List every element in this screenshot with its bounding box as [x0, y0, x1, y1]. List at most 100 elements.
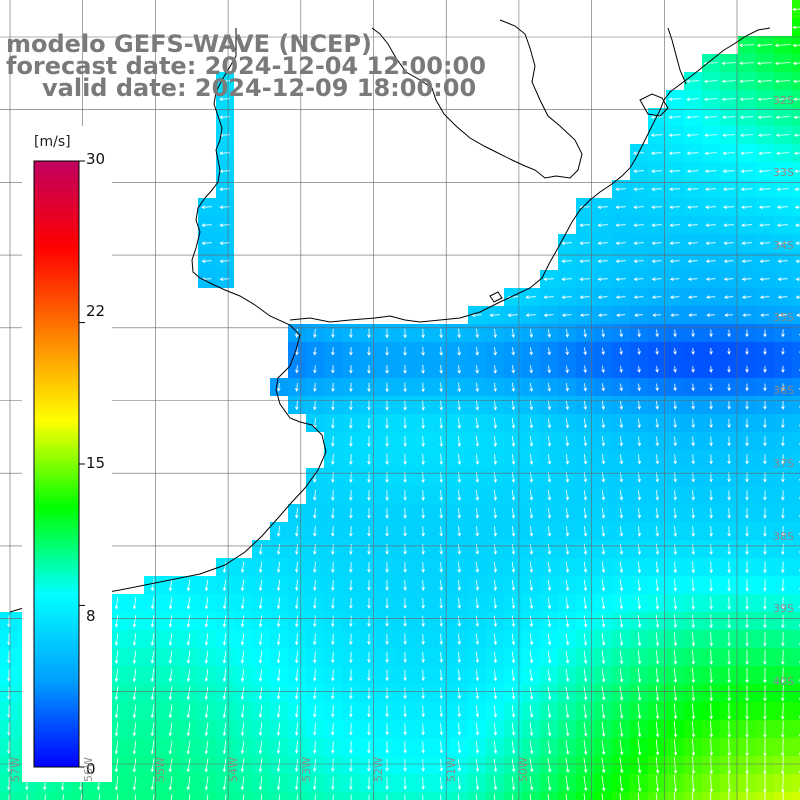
wind-arrow	[421, 489, 425, 501]
field-cell	[792, 576, 800, 594]
wind-arrow	[331, 489, 335, 501]
wind-arrow	[493, 489, 498, 501]
wind-arrow	[704, 115, 718, 119]
wind-arrow	[331, 526, 335, 537]
wind-arrow	[188, 794, 191, 800]
wind-arrow	[276, 687, 281, 700]
wind-arrow	[634, 313, 644, 317]
wind-arrow	[367, 687, 371, 700]
wind-arrow	[511, 794, 514, 800]
wind-arrow	[601, 508, 606, 519]
wind-arrow	[529, 436, 534, 447]
wind-arrow	[349, 561, 353, 573]
colorbar-tick-0: 0	[86, 760, 96, 778]
wind-arrow	[475, 453, 480, 465]
wind-arrow	[561, 313, 572, 317]
wind-arrow	[457, 382, 461, 393]
field-cell	[612, 792, 630, 800]
wind-arrow	[781, 490, 785, 501]
wind-arrow	[565, 508, 570, 519]
wind-arrow	[276, 740, 281, 755]
wind-arrow	[367, 615, 371, 627]
wind-arrow	[493, 417, 498, 429]
wind-arrow	[403, 759, 407, 772]
wind-arrow	[240, 668, 245, 682]
wind-arrow	[543, 295, 554, 299]
wind-arrow	[777, 259, 788, 263]
wind-arrow	[691, 632, 696, 647]
wind-arrow	[583, 668, 588, 683]
wind-arrow	[186, 650, 191, 664]
field-cell	[792, 414, 800, 432]
wind-arrow	[763, 632, 767, 647]
wind-arrow	[763, 738, 767, 757]
wind-arrow	[669, 223, 680, 227]
wind-arrow	[150, 722, 155, 737]
wind-arrow	[529, 382, 533, 392]
wind-arrow	[150, 704, 155, 719]
wind-arrow	[547, 400, 552, 411]
wind-arrow	[222, 615, 227, 628]
wind-arrow	[583, 490, 588, 501]
wind-arrow	[601, 650, 606, 665]
colorbar-tick-30: 30	[86, 150, 106, 168]
wind-arrow	[655, 721, 660, 738]
wind-arrow	[722, 169, 735, 173]
wind-arrow	[673, 490, 677, 501]
wind-arrow	[475, 489, 480, 501]
wind-arrow	[457, 417, 462, 429]
wind-arrow	[150, 668, 155, 683]
wind-arrow	[691, 738, 696, 756]
wind-arrow	[367, 723, 371, 736]
wind-arrow	[579, 241, 590, 245]
wind-arrow	[475, 508, 480, 519]
wind-arrow	[511, 400, 516, 411]
wind-arrow	[637, 383, 641, 392]
wind-arrow	[601, 543, 606, 555]
wind-arrow	[152, 794, 155, 800]
wind-arrow	[745, 596, 749, 610]
wind-arrow	[705, 277, 716, 281]
wind-arrow	[186, 633, 191, 646]
wind-arrow	[204, 704, 209, 719]
wind-arrow	[421, 364, 425, 374]
wind-arrow	[579, 223, 590, 227]
wind-arrow	[493, 561, 498, 573]
wind-arrow	[134, 794, 137, 800]
wind-arrow	[780, 756, 785, 775]
wind-arrow	[168, 579, 173, 592]
field-cell	[792, 324, 800, 342]
wind-arrow	[727, 365, 731, 373]
wind-arrow	[457, 597, 462, 609]
wind-arrow	[781, 702, 785, 720]
wind-arrow	[294, 561, 299, 573]
wind-arrow	[565, 454, 570, 465]
wind-arrow	[312, 705, 317, 718]
wind-arrow	[276, 704, 281, 718]
wind-arrow	[727, 418, 731, 429]
wind-arrow	[652, 313, 661, 317]
wind-arrow	[721, 79, 736, 84]
wind-arrow	[489, 313, 500, 317]
wind-arrow	[294, 579, 299, 592]
wind-arrow	[583, 561, 588, 574]
wind-arrow	[746, 791, 748, 800]
wind-arrow	[691, 596, 696, 610]
wind-arrow	[741, 259, 752, 263]
wind-arrow	[777, 241, 788, 245]
wind-arrow	[759, 277, 770, 281]
wind-arrow	[673, 543, 678, 556]
wind-arrow	[204, 740, 209, 755]
wind-arrow	[565, 597, 570, 610]
wind-arrow	[691, 454, 695, 465]
wind-arrow	[240, 686, 245, 700]
wind-arrow	[579, 277, 590, 281]
wind-arrow	[775, 97, 790, 102]
wind-arrow	[62, 794, 64, 800]
wind-arrow	[673, 579, 678, 592]
wind-arrow	[616, 313, 626, 317]
wind-arrow	[331, 651, 335, 664]
wind-arrow	[258, 579, 263, 592]
wind-arrow	[709, 543, 713, 556]
